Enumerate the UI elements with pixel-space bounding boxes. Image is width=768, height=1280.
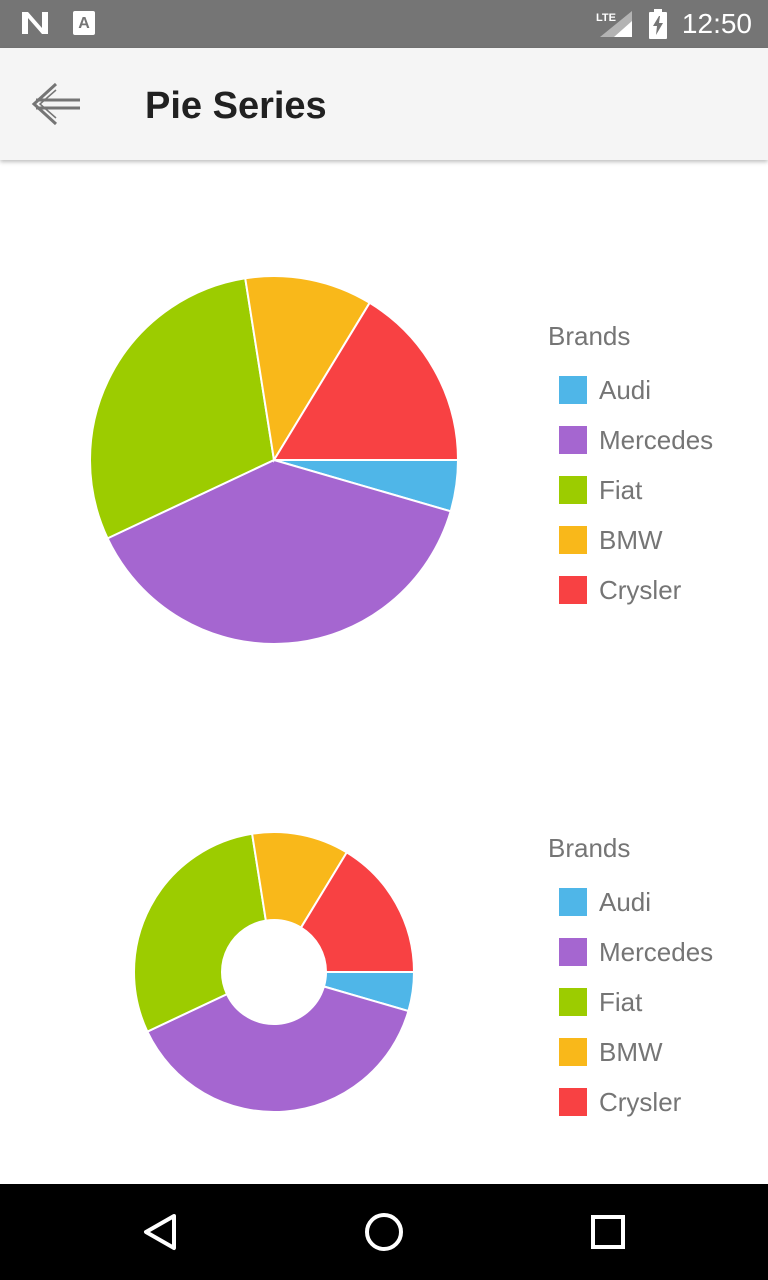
arrow-left-icon xyxy=(31,82,80,126)
pie-slice-mercedes[interactable] xyxy=(145,985,410,1113)
legend-item-bmw[interactable]: BMW xyxy=(548,1027,713,1077)
legend-swatch-bmw xyxy=(559,1038,587,1066)
pie-slice-crysler[interactable] xyxy=(272,301,460,461)
legend-title: Brands xyxy=(548,833,631,863)
svg-text:A: A xyxy=(78,15,90,32)
legend-item-mercedes[interactable]: Mercedes xyxy=(548,415,713,465)
legend-item-audi[interactable]: Audi xyxy=(548,365,713,415)
pie-slice-mercedes[interactable] xyxy=(106,458,452,645)
legend-swatch-mercedes xyxy=(559,938,587,966)
pie-slice-crysler[interactable] xyxy=(299,851,416,973)
legend-swatch-fiat xyxy=(559,988,587,1016)
legend-swatch-fiat xyxy=(559,476,587,504)
recents-square-icon xyxy=(591,1215,625,1249)
legend-label: BMW xyxy=(599,1036,663,1067)
legend-title: Brands xyxy=(548,321,631,351)
nav-back-button[interactable] xyxy=(136,1208,184,1256)
legend-label: Audi xyxy=(599,374,652,405)
pie-slice-fiat[interactable] xyxy=(133,832,268,1033)
legend-label: Audi xyxy=(599,886,652,917)
legend-item-bmw[interactable]: BMW xyxy=(548,515,713,565)
legend-label: BMW xyxy=(599,524,663,555)
legend-label: Mercedes xyxy=(599,936,714,967)
a-notification-icon: A xyxy=(73,11,95,35)
home-circle-icon xyxy=(365,1213,403,1251)
pie-slice-bmw[interactable] xyxy=(244,275,372,463)
legend-label: Crysler xyxy=(599,574,682,605)
navigation-bar xyxy=(0,1184,768,1280)
legend-swatch-crysler xyxy=(559,576,587,604)
app-bar: Pie Series xyxy=(0,48,768,160)
legend-swatch-audi xyxy=(559,888,587,916)
pie-slice-bmw[interactable] xyxy=(250,831,349,929)
status-bar: A LTE 12:50 xyxy=(0,0,768,48)
nav-recents-button[interactable] xyxy=(584,1208,632,1256)
network-label: LTE xyxy=(596,12,616,24)
legend-label: Mercedes xyxy=(599,424,714,455)
legend-swatch-mercedes xyxy=(559,426,587,454)
nav-home-button[interactable] xyxy=(360,1208,408,1256)
status-time: 12:50 xyxy=(681,8,752,39)
legend-label: Fiat xyxy=(599,986,643,1017)
legend-label: Fiat xyxy=(599,474,643,505)
donut-chart xyxy=(133,831,416,1113)
legend-item-crysler[interactable]: Crysler xyxy=(548,565,713,615)
legend-label: Crysler xyxy=(599,1086,682,1117)
legend-swatch-crysler xyxy=(559,1088,587,1116)
pie-chart xyxy=(89,275,460,645)
legend-swatch-bmw xyxy=(559,526,587,554)
page-title: Pie Series xyxy=(145,85,327,127)
pie-slice-fiat[interactable] xyxy=(89,277,276,540)
legend-item-crysler[interactable]: Crysler xyxy=(548,1077,713,1127)
legend-item-fiat[interactable]: Fiat xyxy=(548,465,713,515)
back-button[interactable] xyxy=(28,78,84,130)
legend-item-mercedes[interactable]: Mercedes xyxy=(548,927,713,977)
n-logo-icon xyxy=(22,12,48,34)
lte-signal-icon: LTE xyxy=(596,11,632,37)
legend-item-audi[interactable]: Audi xyxy=(548,877,713,927)
battery-charging-icon xyxy=(648,9,667,39)
legend-swatch-audi xyxy=(559,376,587,404)
legend-item-fiat[interactable]: Fiat xyxy=(548,977,713,1027)
pie-legend: Brands Audi Mercedes Fiat BMW Crysler xyxy=(548,321,713,615)
donut-legend: Brands Audi Mercedes Fiat BMW Crysler xyxy=(548,833,713,1127)
back-triangle-icon xyxy=(144,1214,176,1250)
